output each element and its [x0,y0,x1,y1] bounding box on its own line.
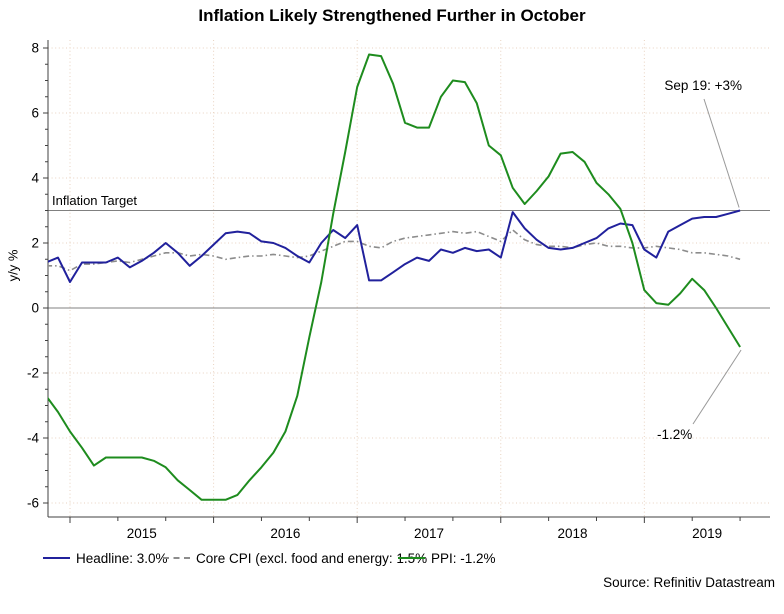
core-cpi-series-line [48,229,741,272]
x-tick-label: 2016 [270,526,300,541]
legend-label-ppi: PPI: -1.2% [431,550,496,566]
inflation-target-label: Inflation Target [52,193,138,208]
ppi-line-swatch [398,557,425,559]
headline-series-line [48,209,741,283]
y-tick-label: 0 [31,301,39,316]
legend-label-core-cpi: Core CPI (excl. food and energy: 1.5% [196,550,428,566]
y-tick-label: -2 [27,366,39,381]
annotation-minus1-2: -1.2% [657,427,693,442]
x-tick-label: 2017 [414,526,444,541]
legend-item-core-cpi: Core CPI (excl. food and energy: 1.5% [163,550,427,566]
annotation-sep19: Sep 19: +3% [664,78,742,93]
callout-line-minus1-2 [692,349,742,425]
y-axis-label: y/y % [5,249,21,282]
y-tick-label: -4 [27,431,39,446]
y-tick-label: 2 [31,236,39,251]
y-tick-label: -6 [27,496,39,511]
core-cpi-line-swatch [163,557,190,559]
x-tick-label: 2019 [692,526,722,541]
headline-line-swatch [43,557,70,559]
y-tick-label: 4 [31,171,39,186]
x-tick-label: 2018 [558,526,588,541]
legend-item-headline: Headline: 3.0% [43,550,168,566]
legend-label-headline: Headline: 3.0% [76,550,168,566]
chart-title: Inflation Likely Strengthened Further in… [198,6,586,25]
ppi-series-line [48,53,741,501]
callout-line-sep19 [703,98,740,208]
legend-item-ppi: PPI: -1.2% [398,550,496,566]
x-tick-label: 2015 [127,526,157,541]
y-tick-label: 8 [31,41,39,56]
source-credit: Source: Refinitiv Datastream [603,575,775,590]
y-tick-label: 6 [31,106,39,121]
